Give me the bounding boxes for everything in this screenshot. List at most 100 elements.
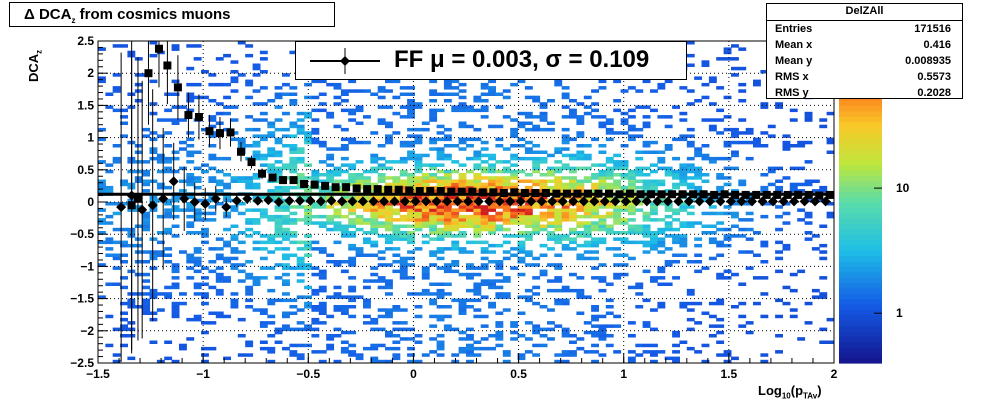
heatmap-cell [775, 250, 783, 254]
heatmap-cell [215, 272, 224, 277]
heatmap-cell [613, 272, 622, 277]
heatmap-cell [708, 237, 717, 241]
heatmap-cell [642, 144, 651, 148]
heatmap-cell [466, 169, 474, 174]
heatmap-cell [274, 179, 283, 183]
heatmap-cell [326, 163, 335, 167]
heatmap-cell [348, 276, 357, 280]
heatmap-cell [289, 163, 298, 167]
heatmap-cell [554, 234, 563, 238]
heatmap-cell [193, 185, 202, 190]
heatmap-cell [657, 82, 666, 87]
heatmap-cell [186, 179, 195, 183]
heatmap-cell [421, 208, 430, 212]
heatmap-cell [620, 195, 629, 200]
heatmap-cell [605, 231, 614, 235]
heatmap-cell [436, 250, 445, 254]
heatmap-cell [591, 205, 599, 209]
heatmap-cell [620, 111, 629, 116]
heatmap-cell [679, 134, 688, 138]
heatmap-cell [171, 214, 180, 219]
stats-value: 0.008935 [905, 55, 951, 67]
heatmap-cell [716, 240, 725, 245]
heatmap-cell [524, 115, 533, 119]
stats-row: Entries 171516 [767, 21, 962, 37]
heatmap-cell [318, 79, 327, 84]
heatmap-cell [731, 272, 739, 277]
palette-cell [839, 137, 882, 144]
heatmap-cell [819, 256, 828, 261]
heatmap-cell [569, 208, 577, 212]
heatmap-cell [414, 202, 423, 206]
heatmap-cell [488, 79, 496, 84]
heatmap-cell [789, 272, 798, 277]
heatmap-cell [407, 99, 415, 103]
heatmap-cell [554, 240, 563, 245]
heatmap-cell [723, 127, 732, 132]
heatmap-cell [355, 353, 364, 357]
heatmap-cell [355, 173, 364, 177]
palette-cell [839, 121, 882, 128]
heatmap-cell [377, 211, 386, 216]
heatmap-cell [554, 82, 563, 87]
heatmap-cell [179, 118, 187, 122]
heatmap-cell [318, 144, 327, 148]
heatmap-cell [208, 115, 217, 119]
heatmap-cell [797, 337, 806, 341]
heatmap-cell [230, 60, 239, 64]
heatmap-cell [782, 301, 791, 306]
heatmap-cell [348, 111, 357, 116]
heatmap-cell [716, 211, 725, 216]
heatmap-cell [333, 221, 342, 225]
heatmap-cell [605, 224, 614, 228]
heatmap-cell [98, 182, 106, 187]
heatmap-cell [473, 353, 482, 357]
stats-label: Entries [775, 23, 813, 35]
heatmap-cell [348, 288, 357, 293]
heatmap-cell [539, 179, 548, 183]
heatmap-cell [193, 150, 202, 154]
heatmap-cell [355, 89, 364, 93]
heatmap-cell [443, 86, 452, 90]
heatmap-cell [414, 156, 423, 161]
heatmap-cell [304, 234, 312, 238]
heatmap-cell [436, 179, 445, 183]
heatmap-cell [98, 47, 106, 51]
heatmap-cell [348, 182, 357, 187]
heatmap-cell [443, 79, 452, 84]
heatmap-cell [561, 288, 570, 293]
heatmap-cell [149, 53, 158, 58]
heatmap-cell [731, 211, 739, 216]
data-point-diamond [484, 196, 495, 207]
heatmap-cell [421, 179, 430, 183]
heatmap-cell [385, 346, 393, 351]
heatmap-cell [738, 227, 747, 232]
heatmap-cell [576, 166, 585, 171]
heatmap-cell [429, 292, 438, 296]
heatmap-cell [613, 208, 622, 212]
heatmap-cell [436, 176, 445, 180]
heatmap-cell [289, 350, 298, 354]
heatmap-cell [414, 166, 423, 171]
heatmap-cell [620, 237, 629, 241]
heatmap-cell [731, 127, 739, 132]
heatmap-cell [686, 288, 695, 293]
heatmap-cell [355, 356, 364, 361]
heatmap-cell [385, 198, 393, 203]
heatmap-cell [480, 282, 489, 286]
heatmap-cell [134, 292, 143, 296]
heatmap-cell [274, 234, 283, 238]
heatmap-cell [363, 253, 371, 257]
heatmap-cell [583, 176, 592, 180]
heatmap-cell [642, 115, 651, 119]
heatmap-cell [340, 144, 349, 148]
heatmap-cell [591, 237, 599, 241]
palette-cell [839, 218, 882, 225]
heatmap-cell [554, 169, 563, 174]
heatmap-cell [289, 150, 298, 154]
heatmap-cell [443, 282, 452, 286]
heatmap-cell [142, 218, 151, 222]
data-point-square [289, 176, 298, 185]
heatmap-cell [502, 292, 511, 296]
